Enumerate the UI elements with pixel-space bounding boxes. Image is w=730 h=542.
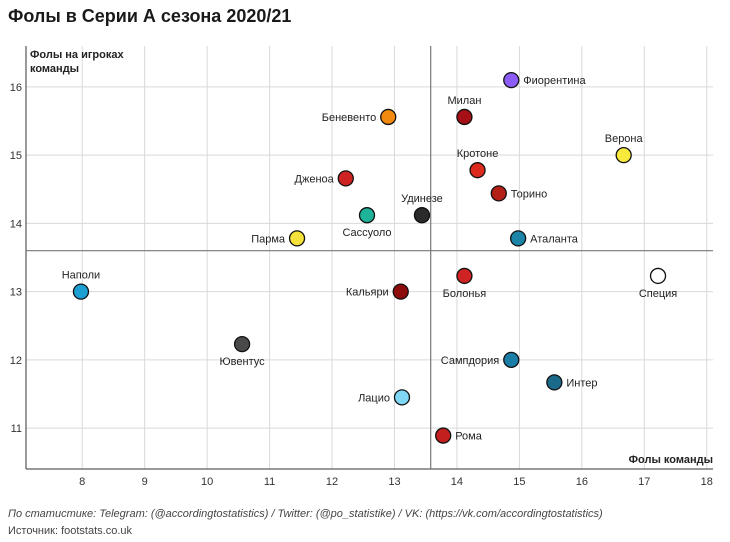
data-point: [413, 207, 431, 224]
data-label: Рома: [455, 431, 483, 443]
data-label: Торино: [511, 188, 547, 200]
data-point: [649, 267, 667, 285]
x-tick-label: 8: [79, 476, 85, 488]
data-point: [435, 427, 452, 444]
y-tick-label: 14: [10, 218, 22, 230]
data-point: [392, 283, 409, 300]
data-point: [546, 374, 563, 391]
data-label: Парма: [251, 233, 286, 245]
y-tick-label: 16: [10, 82, 22, 94]
x-tick-label: 13: [388, 476, 400, 488]
data-label: Болонья: [443, 288, 487, 300]
x-tick-label: 16: [576, 476, 588, 488]
x-tick-label: 18: [701, 476, 713, 488]
data-point: [393, 389, 411, 406]
data-point: [456, 108, 473, 126]
data-label: Фиорентина: [523, 75, 586, 87]
data-point: [490, 185, 507, 202]
x-tick-label: 17: [638, 476, 650, 488]
data-point: [503, 351, 520, 368]
chart-title: Фолы в Серии А сезона 2020/21: [8, 6, 292, 26]
data-label: Удинезе: [401, 193, 443, 205]
y-tick-label: 11: [11, 423, 22, 435]
data-label: Сампдория: [441, 355, 500, 367]
data-label: Аталанта: [530, 233, 579, 245]
x-axis-title: Фолы команды: [629, 454, 713, 466]
data-point: [380, 108, 397, 126]
data-point: [456, 267, 473, 285]
data-point: [509, 230, 527, 247]
x-tick-label: 14: [451, 476, 463, 488]
x-tick-label: 9: [142, 476, 148, 488]
y-tick-label: 12: [10, 355, 22, 367]
x-tick-label: 12: [326, 476, 338, 488]
source-note: Источник: footstats.co.uk: [8, 525, 132, 537]
y-axis-title-line-1: Фолы на игроках: [30, 49, 124, 61]
x-tick-label: 15: [513, 476, 525, 488]
data-point: [615, 147, 632, 164]
x-tick-label: 11: [264, 476, 275, 488]
scatter-chart: 8 9 10 11 12 13 14 15 16 17 18 11 12 13 14 15 16 Фолы на …: [10, 46, 713, 488]
footnote: По статистике: Telegram: (@accordingtost…: [8, 508, 603, 520]
y-axis-title-line-2: команды: [30, 63, 79, 75]
data-label: Милан: [447, 95, 481, 107]
data-point: [288, 230, 306, 247]
data-label: Беневенто: [322, 112, 376, 124]
data-label: Сассуоло: [342, 227, 391, 239]
data-point: [503, 71, 520, 89]
data-label: Специя: [639, 288, 677, 300]
y-tick-label: 13: [10, 287, 22, 299]
data-label: Дженоа: [295, 173, 335, 185]
x-tick-label: 10: [201, 476, 213, 488]
data-label: Наполи: [62, 270, 100, 282]
data-label: Кальяри: [346, 287, 389, 299]
data-label: Интер: [566, 377, 597, 389]
data-label: Кротоне: [457, 148, 499, 160]
data-label: Ювентус: [220, 356, 266, 368]
y-tick-label: 15: [10, 150, 22, 162]
data-label: Верона: [605, 133, 644, 145]
data-point: [469, 162, 486, 179]
data-point: [358, 207, 376, 224]
data-label: Лацио: [358, 392, 390, 404]
data-point: [72, 283, 90, 300]
data-point: [337, 170, 354, 187]
data-point: [233, 335, 251, 353]
